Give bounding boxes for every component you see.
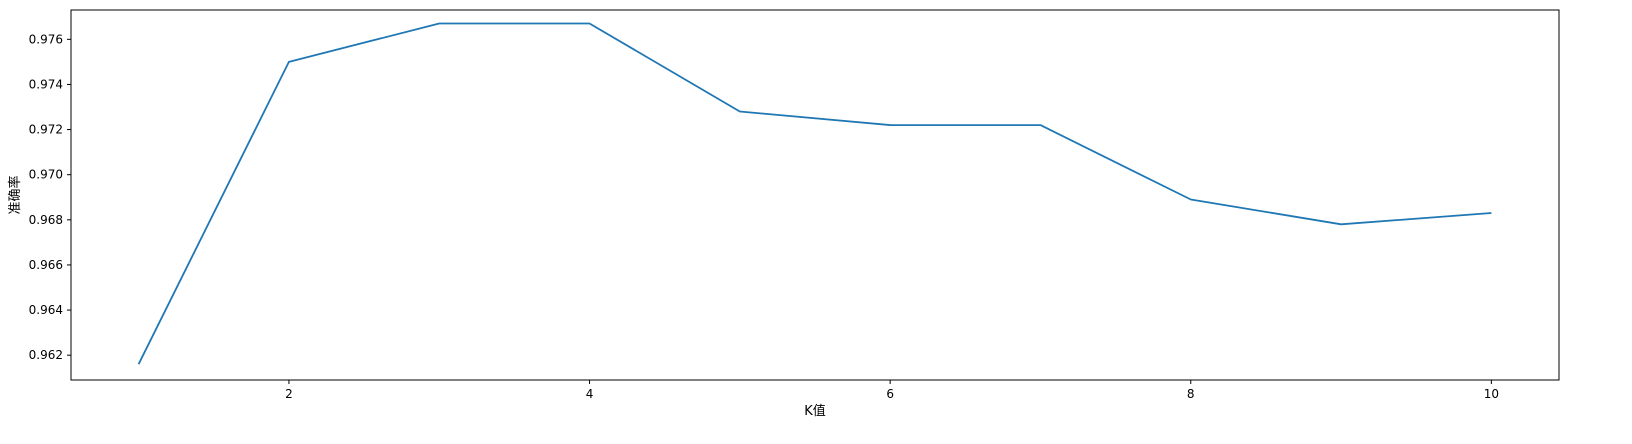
y-axis-ticks: 0.962 0.964 0.966 0.968 0.970 0.972 0.974 0.976	[29, 32, 71, 362]
x-tick-label: 2	[285, 387, 293, 401]
y-tick-label: 0.968	[29, 213, 63, 227]
y-tick-label: 0.962	[29, 348, 63, 362]
x-tick-label: 6	[886, 387, 894, 401]
y-tick-label: 0.966	[29, 258, 63, 272]
y-tick-label: 0.972	[29, 123, 63, 137]
x-axis-label: K值	[804, 403, 826, 419]
y-tick-label: 0.976	[29, 32, 63, 46]
y-tick-label: 0.974	[29, 77, 63, 91]
x-tick-label: 8	[1187, 387, 1195, 401]
x-tick-label: 10	[1484, 387, 1499, 401]
x-tick-label: 4	[586, 387, 594, 401]
y-tick-label: 0.970	[29, 168, 63, 182]
series-line	[137, 22, 1492, 365]
plot-frame	[70, 9, 1560, 381]
y-axis-label: 准确率	[7, 175, 23, 214]
y-tick-label: 0.964	[29, 303, 63, 317]
x-axis-ticks: 2 4 6 8 10	[285, 380, 1499, 401]
